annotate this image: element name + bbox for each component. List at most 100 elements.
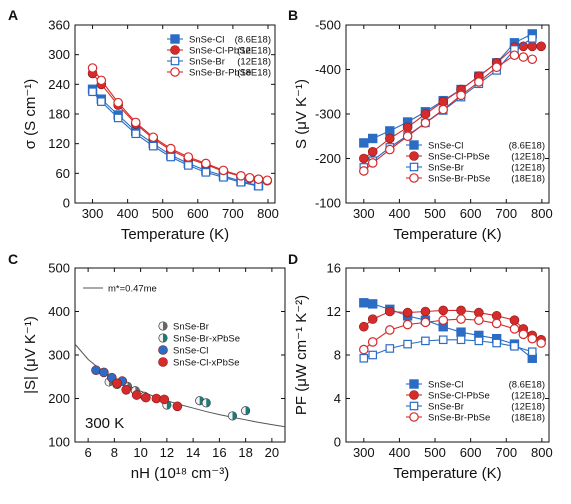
data-point [536, 41, 546, 52]
x-axis-label: nH (10¹⁸ cm⁻³) [131, 465, 229, 482]
legend-marker [409, 379, 419, 389]
legend-marker [170, 56, 180, 66]
legend-label: SnSe-Br [428, 163, 464, 174]
data-point [201, 158, 211, 169]
legend-label: SnSe-Br-xPbSe [173, 334, 240, 345]
x-tick-label: 400 [389, 445, 411, 460]
legend-note: (12E18) [511, 391, 545, 402]
curve-label: m*=0.47me [108, 284, 157, 295]
y-axis-label: S (μV K⁻¹) [293, 79, 310, 149]
y-tick-label: 12 [327, 304, 341, 319]
x-tick-label: 500 [152, 206, 174, 221]
data-point [509, 324, 520, 334]
data-point [359, 298, 369, 308]
data-point-half [166, 400, 172, 410]
data-point [385, 144, 395, 155]
panel-label-d: D [288, 251, 298, 267]
y-tick-label: 400 [48, 304, 70, 319]
legend-marker [170, 34, 180, 44]
x-axis-label: Temperature (K) [121, 226, 229, 243]
x-tick-label: 16 [212, 445, 226, 460]
data-point [438, 315, 449, 325]
x-tick-label: 10 [133, 445, 147, 460]
series-snse-br-pbse [87, 63, 273, 186]
series-snse-cl-pbse [87, 68, 273, 186]
legend-label: SnSe-Br-PbSe [428, 174, 490, 185]
series-snse-br [359, 335, 537, 363]
legend-marker [409, 162, 419, 172]
y-tick-label: 300 [48, 348, 70, 363]
legend-label: SnSe-Cl [189, 35, 224, 46]
data-point [131, 129, 141, 139]
data-point [165, 143, 176, 154]
data-point [509, 315, 520, 326]
data-point [184, 161, 193, 170]
legend-note: (8.6E18) [509, 141, 545, 152]
data-point [367, 158, 378, 168]
data-point [368, 350, 378, 360]
data-point [491, 318, 502, 329]
legend-note: (12E18) [511, 152, 545, 163]
data-point [113, 113, 123, 123]
x-tick-label: 500 [424, 445, 446, 460]
chart-b: 300 400 500 600 700 800 -100 -200 -300 -400 -500 Te… [293, 18, 553, 244]
data-point [227, 411, 238, 421]
data-point [402, 319, 413, 330]
x-tick-label: 600 [460, 445, 482, 460]
data-point [88, 87, 97, 97]
legend-note: (12E18) [237, 46, 271, 57]
data-point [491, 62, 502, 73]
panel-label-c: C [8, 251, 18, 267]
data-point [253, 174, 264, 185]
data-point [99, 367, 109, 378]
x-tick-label: 600 [460, 206, 482, 221]
y-tick-label: 100 [48, 435, 70, 450]
data-point [166, 152, 176, 162]
data-point [456, 335, 466, 345]
data-point [420, 306, 431, 317]
y-tick-label: 120 [48, 136, 70, 151]
data-point-half [232, 411, 237, 421]
data-point [492, 338, 501, 348]
data-point [359, 153, 369, 164]
legend-marker [158, 357, 168, 367]
x-tick-label: 400 [117, 206, 139, 221]
data-point [368, 299, 378, 309]
x-tick-label: 600 [187, 206, 209, 221]
data-point [385, 133, 395, 144]
legend-note: (12E18) [237, 57, 271, 68]
y-tick-label: 240 [48, 77, 70, 92]
data-point [172, 401, 183, 412]
y-tick-label: 4 [334, 391, 341, 406]
data-point [141, 392, 151, 403]
series-snse-br [88, 87, 263, 191]
data-point [527, 34, 537, 43]
x-axis-label: Temperature (K) [393, 465, 501, 482]
x-tick-label: 8 [111, 445, 118, 460]
data-point [403, 339, 412, 349]
data-point [368, 133, 378, 144]
legend-note: (8.6E18) [509, 380, 545, 391]
chart-a: 300 400 500 600 700 800 0 60 120 180 240 300 360 Temp… [22, 18, 279, 244]
data-point [87, 63, 98, 73]
data-point [402, 131, 413, 142]
chart-c: 6 8 10 12 14 16 18 20 100 200 300 400 500 nH (10¹⁸ cm… [22, 261, 286, 482]
x-axis-label: Temperature (K) [393, 226, 501, 243]
x-tick-label: 700 [222, 206, 244, 221]
series-snse-cl-pbse [359, 305, 546, 345]
data-point [527, 41, 538, 52]
x-tick-label: 500 [424, 206, 446, 221]
data-point [474, 336, 484, 346]
data-point [536, 338, 546, 348]
data-point [474, 77, 484, 87]
data-point [201, 398, 211, 408]
y-tick-label: 180 [48, 107, 70, 122]
legend-marker [170, 67, 180, 77]
data-point [112, 378, 122, 389]
legend-note: (18E18) [511, 413, 545, 424]
legend-marker [409, 151, 419, 161]
data-point [367, 314, 378, 324]
legend-marker [409, 173, 419, 183]
data-point [509, 50, 520, 61]
y-tick-label: -300 [315, 107, 341, 122]
